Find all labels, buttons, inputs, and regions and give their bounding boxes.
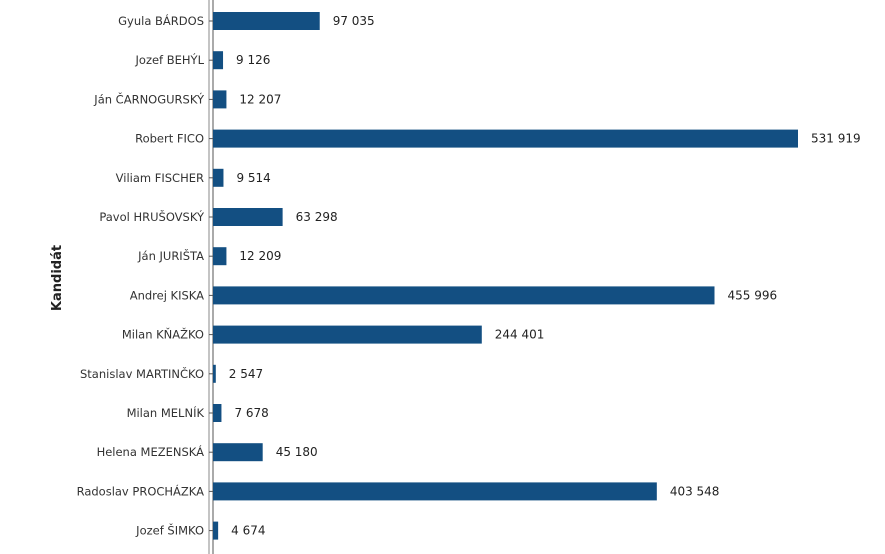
axis-layer [208, 0, 214, 554]
category-label: Gyula BÁRDOS [118, 13, 204, 28]
value-label: 7 678 [234, 406, 268, 420]
bar [213, 51, 224, 70]
category-label: Radoslav PROCHÁZKA [77, 483, 205, 498]
value-label: 63 298 [296, 210, 338, 224]
bars-layer [213, 12, 798, 540]
category-label: Pavol HRUŠOVSKÝ [99, 209, 205, 224]
bar [213, 129, 798, 148]
value-label: 12 209 [239, 249, 281, 263]
bar [213, 12, 320, 30]
category-label: Ján JURIŠTA [137, 248, 204, 263]
bar [213, 208, 283, 226]
category-label: Robert FICO [135, 132, 204, 146]
value-label: 97 035 [333, 14, 375, 28]
bar [213, 168, 224, 187]
bar [213, 521, 219, 540]
category-label: Andrej KISKA [130, 288, 204, 302]
category-label: Viliam FISCHER [116, 171, 204, 185]
value-label: 12 207 [239, 92, 281, 106]
bar [213, 443, 263, 462]
value-label: 403 548 [670, 484, 720, 498]
value-label: 2 547 [229, 367, 263, 381]
bar [213, 247, 227, 266]
bar [213, 325, 482, 344]
category-label: Jozef ŠIMKO [135, 523, 204, 538]
bar [213, 90, 227, 109]
category-label: Helena MEZENSKÁ [97, 444, 205, 459]
bar [213, 286, 715, 305]
value-label: 455 996 [728, 288, 778, 302]
bar [213, 482, 657, 501]
value-label: 9 126 [236, 53, 270, 67]
labels-layer: Gyula BÁRDOS 97 035 Jozef BEHÝL 9 126 Ján ČA… [77, 13, 861, 538]
value-label: 531 919 [811, 132, 861, 146]
y-axis-title: Kandidát [50, 245, 65, 311]
value-label: 4 674 [231, 524, 265, 538]
bar [213, 364, 216, 383]
value-label: 45 180 [276, 445, 318, 459]
category-label: Ján ČARNOGURSKÝ [93, 91, 205, 106]
bar [213, 404, 222, 422]
category-label: Milan MELNÍK [127, 405, 205, 420]
category-label: Stanislav MARTINČKO [80, 366, 204, 381]
value-label: 9 514 [236, 171, 270, 185]
category-label: Jozef BEHÝL [135, 52, 205, 67]
value-label: 244 401 [495, 328, 545, 342]
category-label: Milan KŇAŽKO [122, 327, 204, 342]
